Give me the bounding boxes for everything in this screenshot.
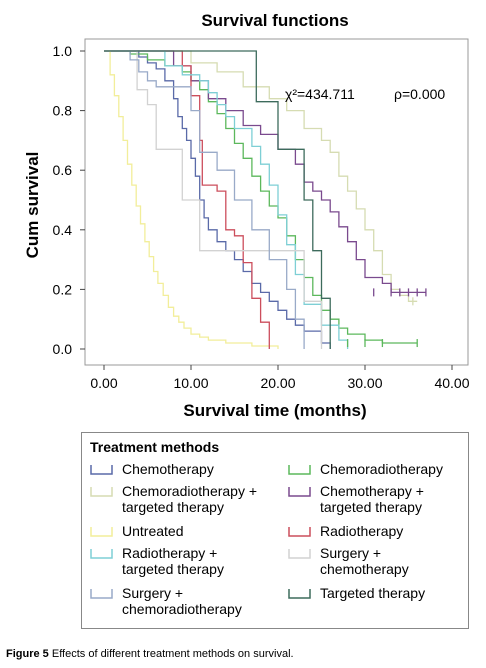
- y-tick-label: 0.2: [53, 281, 73, 297]
- legend-label: Radiotherapy: [320, 523, 480, 539]
- legend-label-line: chemotherapy: [320, 561, 409, 577]
- series-line-chemoradiotherapy: [104, 50, 418, 344]
- legend-label: Chemotherapy + targeted therapy: [320, 483, 480, 515]
- x-tick-label: 40.00: [434, 375, 469, 391]
- legend-swatch: [90, 589, 113, 599]
- y-tick-label: 0.4: [53, 222, 73, 238]
- legend-label: Chemotherapy: [122, 461, 282, 477]
- series-line-surgery-chemoradiotherapy: [104, 50, 305, 349]
- legend-label-line: targeted therapy: [320, 499, 422, 515]
- legend-label-line: Radiotherapy: [320, 523, 404, 539]
- legend-swatch: [90, 527, 113, 537]
- p-value-annotation: ρ=0.000: [394, 86, 445, 102]
- legend-swatch: [288, 527, 311, 537]
- caption-label: Figure 5: [6, 648, 49, 660]
- y-tick-label: 0.6: [53, 162, 73, 178]
- plot-frame: [84, 38, 469, 366]
- legend-swatch: [90, 487, 113, 497]
- legend-label-line: Radiotherapy +: [122, 545, 218, 561]
- series-line-targeted-therapy: [104, 50, 331, 349]
- x-tick-label: 0.00: [90, 375, 117, 391]
- y-axis: 0.0 0.2 0.4 0.6 0.8 1.0: [53, 43, 85, 357]
- legend-label-line: Chemotherapy: [122, 461, 214, 477]
- series-line-surgery-chemotherapy: [104, 50, 323, 349]
- x-axis-label: Survival time (months): [183, 401, 366, 420]
- legend-title: Treatment methods: [90, 439, 220, 455]
- x-tick-label: 30.00: [347, 375, 382, 391]
- legend-label: Chemoradiotherapy + targeted therapy: [122, 483, 282, 515]
- legend-swatch: [288, 549, 311, 559]
- legend-swatch: [90, 549, 113, 559]
- legend-swatch: [288, 589, 311, 599]
- y-tick-label: 0.0: [53, 341, 73, 357]
- legend-swatch: [288, 465, 311, 475]
- legend-label-line: targeted therapy: [122, 561, 224, 577]
- legend-label-line: Untreated: [122, 523, 184, 539]
- legend-label: Chemoradiotherapy: [320, 461, 480, 477]
- x-tick-label: 10.00: [173, 375, 208, 391]
- series-line-chemotherapy: [104, 50, 331, 349]
- series-line-chemoradiotherapy-targeted-therapy: [104, 50, 418, 302]
- legend-swatch: [90, 465, 113, 475]
- legend-label: Untreated: [122, 523, 282, 539]
- legend-label-line: chemoradiotherapy: [122, 601, 242, 617]
- legend-label: Surgery + chemoradiotherapy: [122, 585, 282, 617]
- legend-label-line: targeted therapy: [122, 499, 224, 515]
- legend-label-line: Surgery +: [320, 545, 382, 561]
- survival-curves: [104, 50, 427, 349]
- series-line-radiotherapy-targeted-therapy: [104, 50, 349, 349]
- legend-label-line: Surgery +: [122, 585, 184, 601]
- legend-label-line: Chemoradiotherapy +: [122, 483, 258, 499]
- legend-label: Targeted therapy: [320, 585, 480, 601]
- legend-label-line: Chemoradiotherapy: [320, 461, 443, 477]
- legend-label-line: Targeted therapy: [320, 585, 426, 601]
- series-line-radiotherapy: [104, 50, 270, 349]
- legend: Treatment methods Chemotherapy Chemoradio…: [81, 432, 469, 629]
- legend-swatch: [288, 487, 311, 497]
- y-tick-label: 0.8: [53, 103, 73, 119]
- chart-title: Survival functions: [201, 11, 348, 30]
- caption-text: Effects of different treatment methods o…: [48, 648, 294, 660]
- survival-chart: Survival functions 0.0 0.2 0.4 0.6 0.8 1.0 0.…: [23, 11, 470, 420]
- legend-label: Radiotherapy + targeted therapy: [122, 545, 282, 577]
- x-axis: 0.00 10.00 20.00 30.00 40.00: [90, 365, 470, 391]
- chi-square-annotation: χ²=434.711: [285, 86, 355, 102]
- x-tick-label: 20.00: [260, 375, 295, 391]
- series-line-untreated: [104, 50, 279, 349]
- legend-label: Surgery + chemotherapy: [320, 545, 480, 577]
- y-tick-label: 1.0: [53, 43, 73, 59]
- figure-caption: Figure 5 Effects of different treatment …: [6, 648, 294, 660]
- legend-label-line: Chemotherapy +: [320, 483, 424, 499]
- y-axis-label: Cum survival: [23, 152, 42, 259]
